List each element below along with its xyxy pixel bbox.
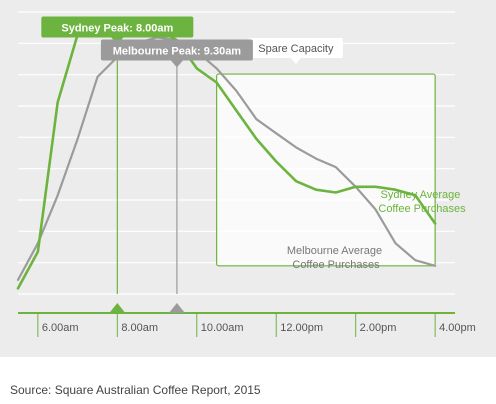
peak-callout-label: Melbourne Peak: 9.30am — [113, 46, 242, 58]
spare-capacity-box — [216, 73, 436, 267]
spare-capacity-label-bg — [248, 38, 343, 59]
x-axis: 6.00am 8.00am 10.00am 12.00pm 2.00pm 4.00pm — [18, 303, 476, 337]
peak-callout-box — [41, 16, 194, 38]
x-tick-label: 12.00pm — [280, 322, 323, 334]
series-line — [16, 36, 437, 281]
spare-capacity-pointer — [290, 58, 301, 65]
series-labels: Sydney Average Coffee Purchases Melbourn… — [287, 189, 466, 271]
sydney-series-label: Sydney Average Coffee Purchases — [378, 189, 466, 215]
spare-capacity-annotation: Spare Capacity — [216, 38, 436, 267]
melbourne-series-label: Melbourne Average Coffee Purchases — [287, 245, 385, 271]
peak-guide-lines — [116, 20, 178, 294]
x-tick-label: 10.00am — [201, 322, 244, 334]
spare-capacity-label: Spare Capacity — [258, 43, 334, 55]
x-tick-label: 8.00am — [121, 322, 158, 334]
x-tick-label: 2.00pm — [360, 322, 397, 334]
x-tick-label: 4.00pm — [439, 322, 476, 334]
source-note: Source: Square Australian Coffee Report,… — [10, 383, 261, 397]
peak-callout-pointer — [170, 60, 183, 68]
chart-panel: Spare Capacity 6.00am 8.00am 10.00am 12.00p… — [0, 0, 496, 357]
x-tick-label: 6.00am — [42, 322, 79, 334]
peak-axis-marker — [109, 303, 126, 313]
coffee-purchases-chart: Spare Capacity 6.00am 8.00am 10.00am 12.00p… — [16, 11, 476, 337]
peak-callouts: Sydney Peak: 8.00am Melbourne Peak: 9.30a… — [41, 16, 253, 68]
peak-callout-box — [100, 39, 253, 61]
peak-axis-marker — [168, 303, 185, 313]
peak-callout-label: Sydney Peak: 8.00am — [61, 23, 173, 35]
